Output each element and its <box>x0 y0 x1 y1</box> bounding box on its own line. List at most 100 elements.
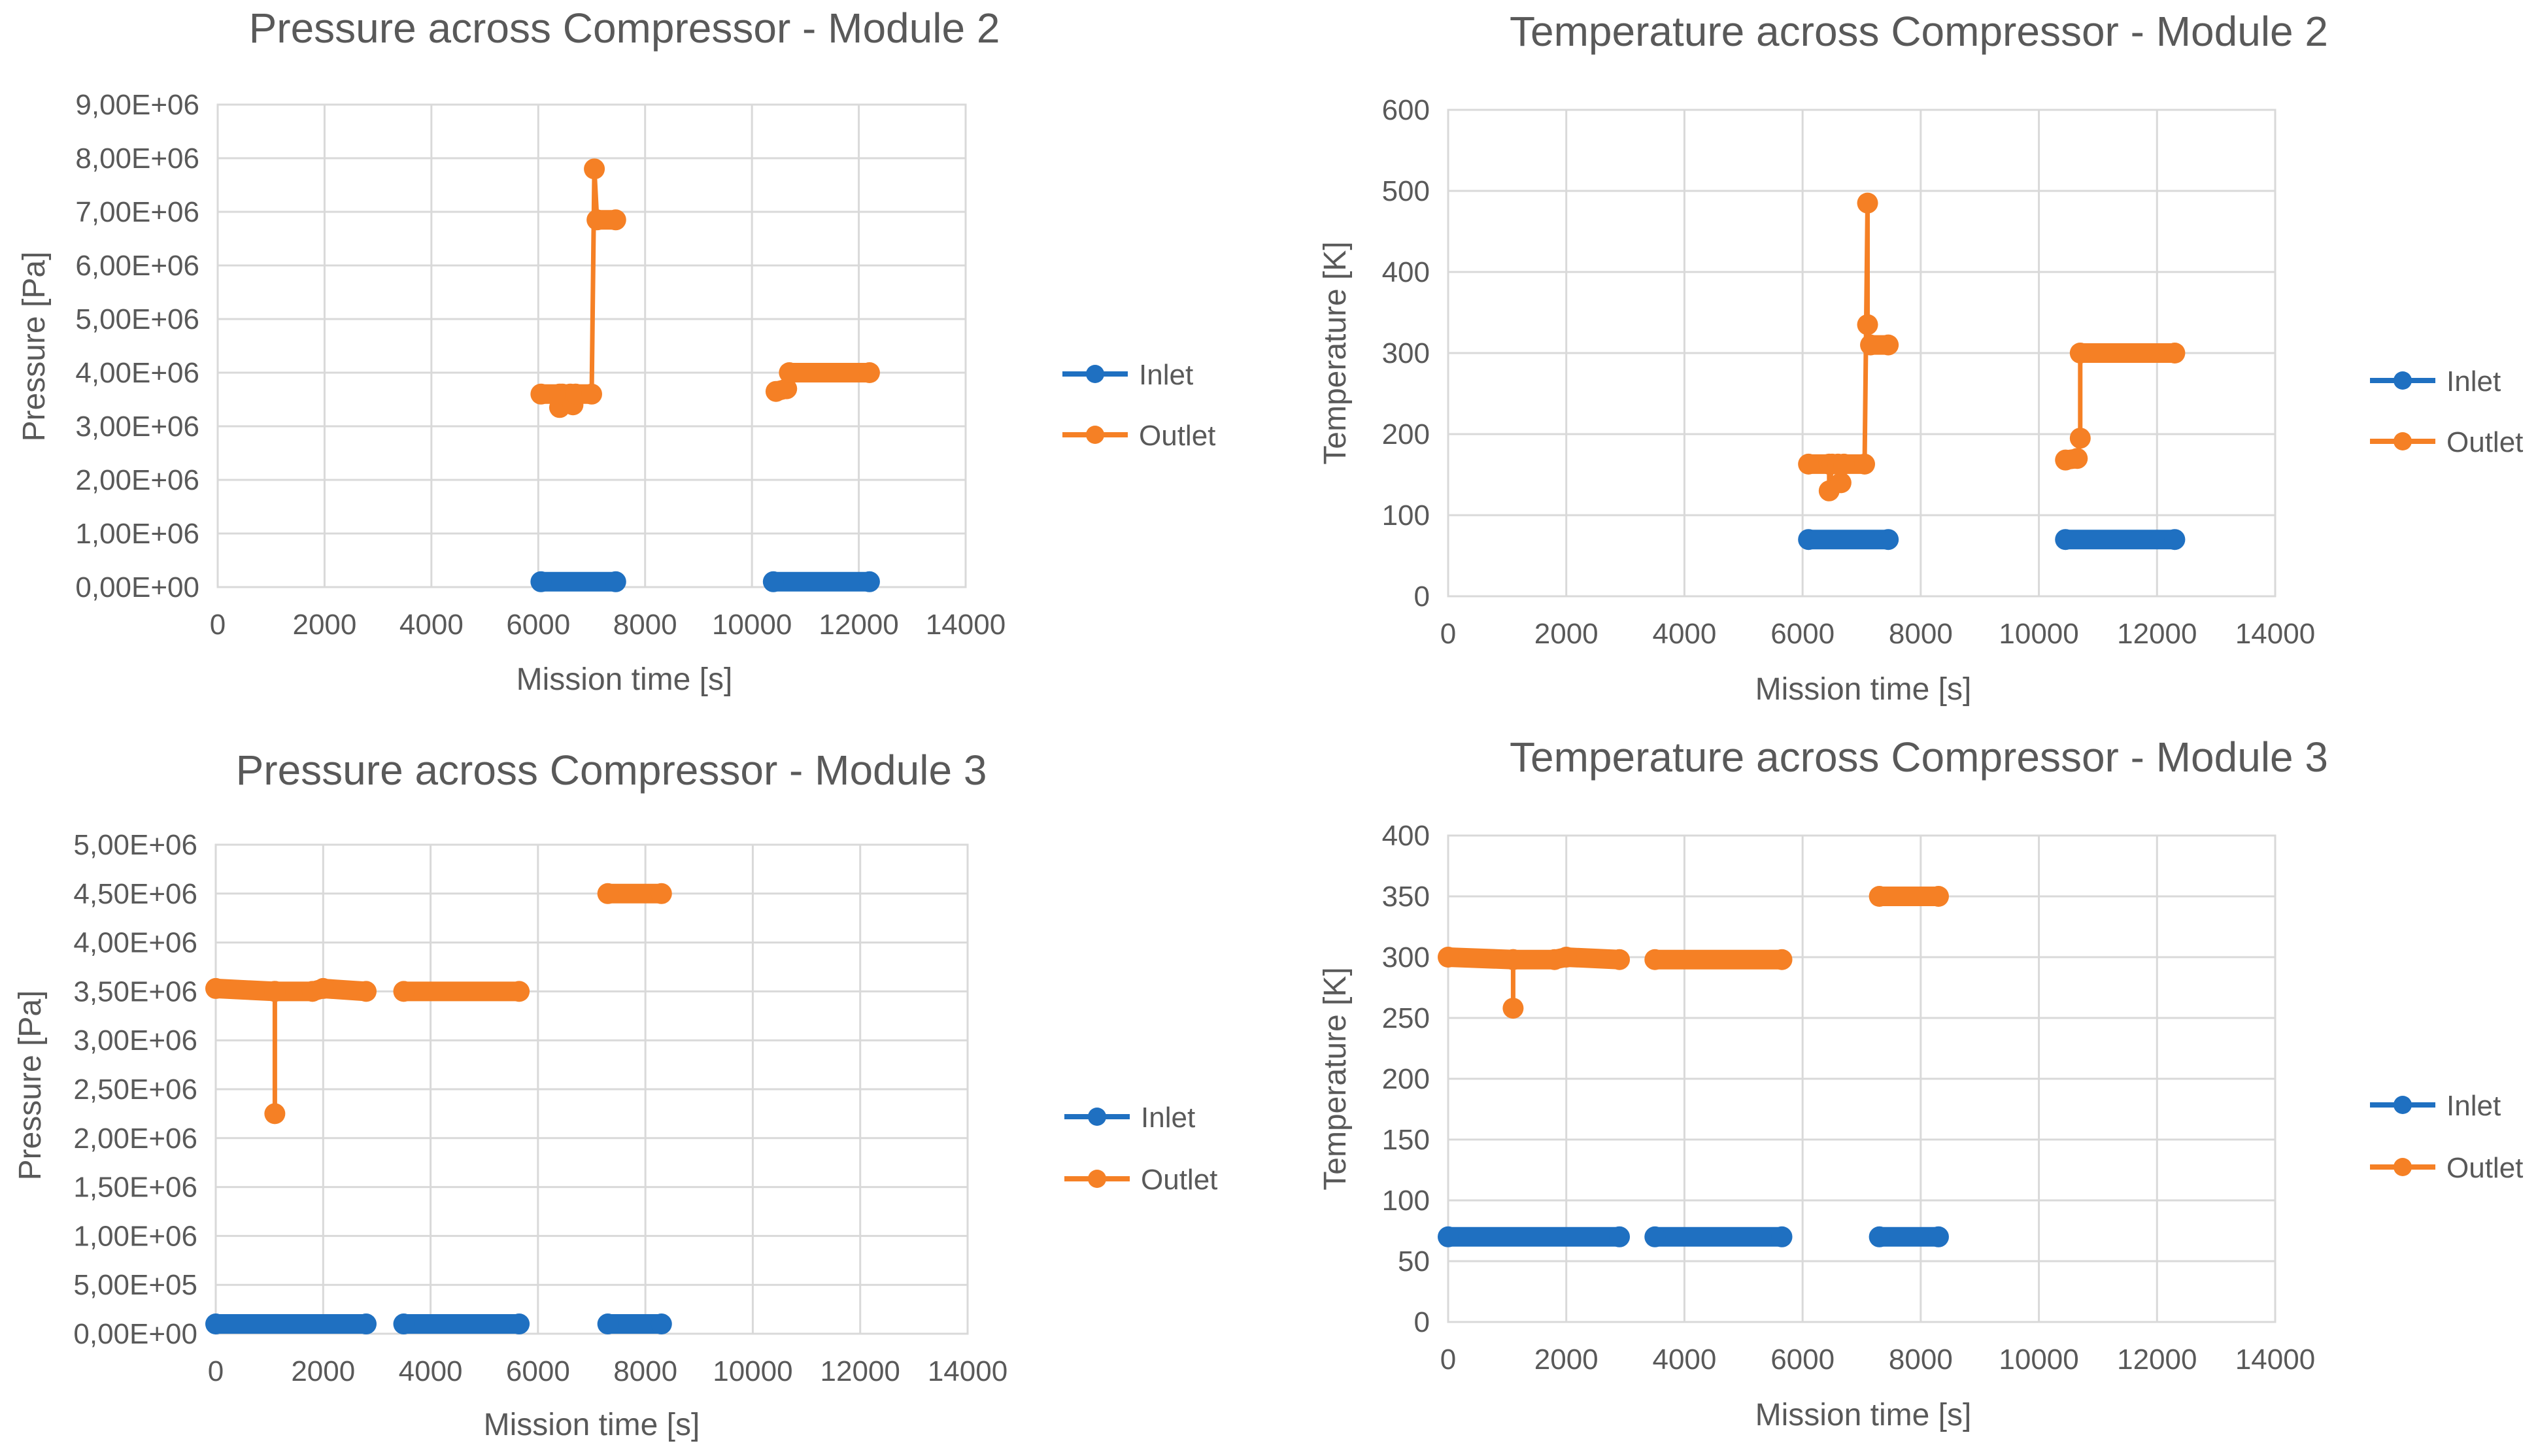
legend-inlet-label: Inlet <box>2446 1090 2501 1122</box>
outlet-data-point <box>584 158 605 180</box>
x-tick-label: 14000 <box>2235 1344 2315 1376</box>
outlet-data-point <box>2069 428 2091 449</box>
outlet-data-point <box>313 977 334 999</box>
legend: Inlet Outlet <box>2370 1090 2523 1184</box>
plot-border <box>1447 834 2276 1323</box>
legend-inlet-label: Inlet <box>2446 365 2501 398</box>
legend-inlet-marker <box>2394 1096 2412 1114</box>
inlet-data-point <box>762 571 784 592</box>
x-tick-label: 6000 <box>506 609 570 641</box>
outlet-data-point <box>651 883 672 904</box>
y-tick-label: 5,00E+05 <box>73 1269 197 1301</box>
x-tick-label: 12000 <box>2117 1344 2197 1376</box>
outlet-data-point <box>1502 998 1524 1019</box>
outlet-data-point <box>2069 343 2091 364</box>
x-tick-label: 6000 <box>1770 1344 1835 1376</box>
outlet-data-point <box>1857 314 1878 335</box>
legend-inlet-label: Inlet <box>1139 359 1193 391</box>
y-tick-label: 200 <box>1382 418 1430 450</box>
y-tick-label: 50 <box>1398 1245 1430 1278</box>
x-axis-label: Mission time [s] <box>1755 672 1972 707</box>
y-tick-label: 5,00E+06 <box>73 829 197 861</box>
x-axis-label: Mission time [s] <box>1755 1398 1972 1432</box>
y-tick-label: 0,00E+00 <box>73 1318 197 1350</box>
inlet-data-point <box>597 1313 618 1335</box>
outlet-data-point <box>1502 949 1524 970</box>
y-tick-label: 1,50E+06 <box>73 1172 197 1204</box>
inlet-data-point <box>605 571 626 592</box>
chart-pressure-module-3: Pressure across Compressor - Module 3 Mi… <box>13 747 1217 1442</box>
legend: Inlet Outlet <box>2370 365 2523 458</box>
outlet-data-point <box>356 981 377 1002</box>
inlet-data-point <box>2164 529 2186 550</box>
y-tick-label: 200 <box>1382 1063 1430 1095</box>
x-tick-label: 0 <box>1440 1344 1456 1376</box>
y-tick-label: 9,00E+06 <box>75 89 199 121</box>
y-tick-label: 400 <box>1382 820 1430 852</box>
y-tick-label: 0 <box>1414 1306 1430 1338</box>
y-tick-label: 250 <box>1382 1002 1430 1034</box>
y-tick-label: 3,00E+06 <box>75 411 199 443</box>
x-tick-label: 10000 <box>1999 618 2078 650</box>
inlet-data-point <box>1771 1226 1793 1247</box>
legend: Inlet Outlet <box>1062 359 1215 452</box>
inlet-data-point <box>1927 1226 1949 1247</box>
plot-border <box>1447 109 2276 598</box>
inlet-data-point <box>509 1313 530 1335</box>
y-tick-label: 2,00E+06 <box>75 464 199 496</box>
outlet-data-point <box>1860 334 1882 356</box>
outlet-data-point <box>1609 949 1631 970</box>
inlet-data-point <box>1878 529 1899 550</box>
outlet-data-point <box>605 209 626 231</box>
y-tick-label: 3,50E+06 <box>73 975 197 1007</box>
y-tick-label: 150 <box>1382 1124 1430 1156</box>
inlet-data-point <box>858 571 880 592</box>
legend-inlet-label: Inlet <box>1141 1102 1195 1134</box>
y-tick-label: 500 <box>1382 175 1430 207</box>
x-tick-label: 6000 <box>506 1355 570 1387</box>
y-tick-label: 0,00E+00 <box>75 571 199 603</box>
outlet-series-line <box>215 986 367 1116</box>
inlet-data-point <box>1644 1226 1666 1247</box>
outlet-data-point <box>509 981 530 1002</box>
y-tick-label: 0 <box>1414 581 1430 613</box>
chart-title: Temperature across Compressor - Module 3 <box>1510 734 2328 781</box>
outlet-data-point <box>1854 453 1876 475</box>
y-tick-label: 350 <box>1382 881 1430 913</box>
x-tick-label: 10000 <box>713 1355 792 1387</box>
y-tick-label: 100 <box>1382 499 1430 532</box>
x-tick-label: 2000 <box>1534 1344 1599 1376</box>
outlet-data-point <box>1438 947 1459 968</box>
chart-title: Temperature across Compressor - Module 2 <box>1510 8 2328 55</box>
y-tick-label: 100 <box>1382 1185 1430 1217</box>
outlet-data-point <box>858 362 880 383</box>
outlet-data-point <box>1830 472 1852 494</box>
inlet-data-point <box>356 1313 377 1335</box>
y-tick-label: 1,00E+06 <box>73 1220 197 1252</box>
y-tick-label: 5,00E+06 <box>75 303 199 335</box>
y-tick-label: 6,00E+06 <box>75 250 199 282</box>
outlet-data-point <box>776 378 798 399</box>
y-tick-label: 300 <box>1382 941 1430 973</box>
y-tick-label: 300 <box>1382 337 1430 369</box>
legend-inlet-marker <box>1088 1108 1106 1126</box>
y-tick-label: 8,00E+06 <box>75 143 199 175</box>
chart-pressure-module-2: Pressure across Compressor - Module 2 Mi… <box>17 5 1215 697</box>
outlet-data-point <box>2067 448 2088 469</box>
chart-temperature-module-2: Temperature across Compressor - Module 2… <box>1318 8 2523 707</box>
y-tick-label: 2,50E+06 <box>73 1074 197 1106</box>
legend-outlet-marker <box>1088 1170 1106 1188</box>
x-tick-label: 0 <box>210 609 226 641</box>
outlet-data-point <box>1878 334 1899 356</box>
x-tick-label: 2000 <box>291 1355 355 1387</box>
legend-inlet-marker <box>2394 371 2412 390</box>
plot-area: 0,00E+00 1,00E+06 2,00E+06 3,00E+06 4,00E+06… <box>75 89 1006 641</box>
y-tick-label: 4,00E+06 <box>73 927 197 959</box>
x-tick-label: 12000 <box>821 1355 900 1387</box>
x-tick-label: 4000 <box>1652 1344 1716 1376</box>
legend-outlet-marker <box>2394 1158 2412 1176</box>
x-tick-label: 14000 <box>2235 618 2315 650</box>
legend-outlet-marker <box>1086 426 1104 444</box>
chart-title: Pressure across Compressor - Module 3 <box>236 747 987 794</box>
